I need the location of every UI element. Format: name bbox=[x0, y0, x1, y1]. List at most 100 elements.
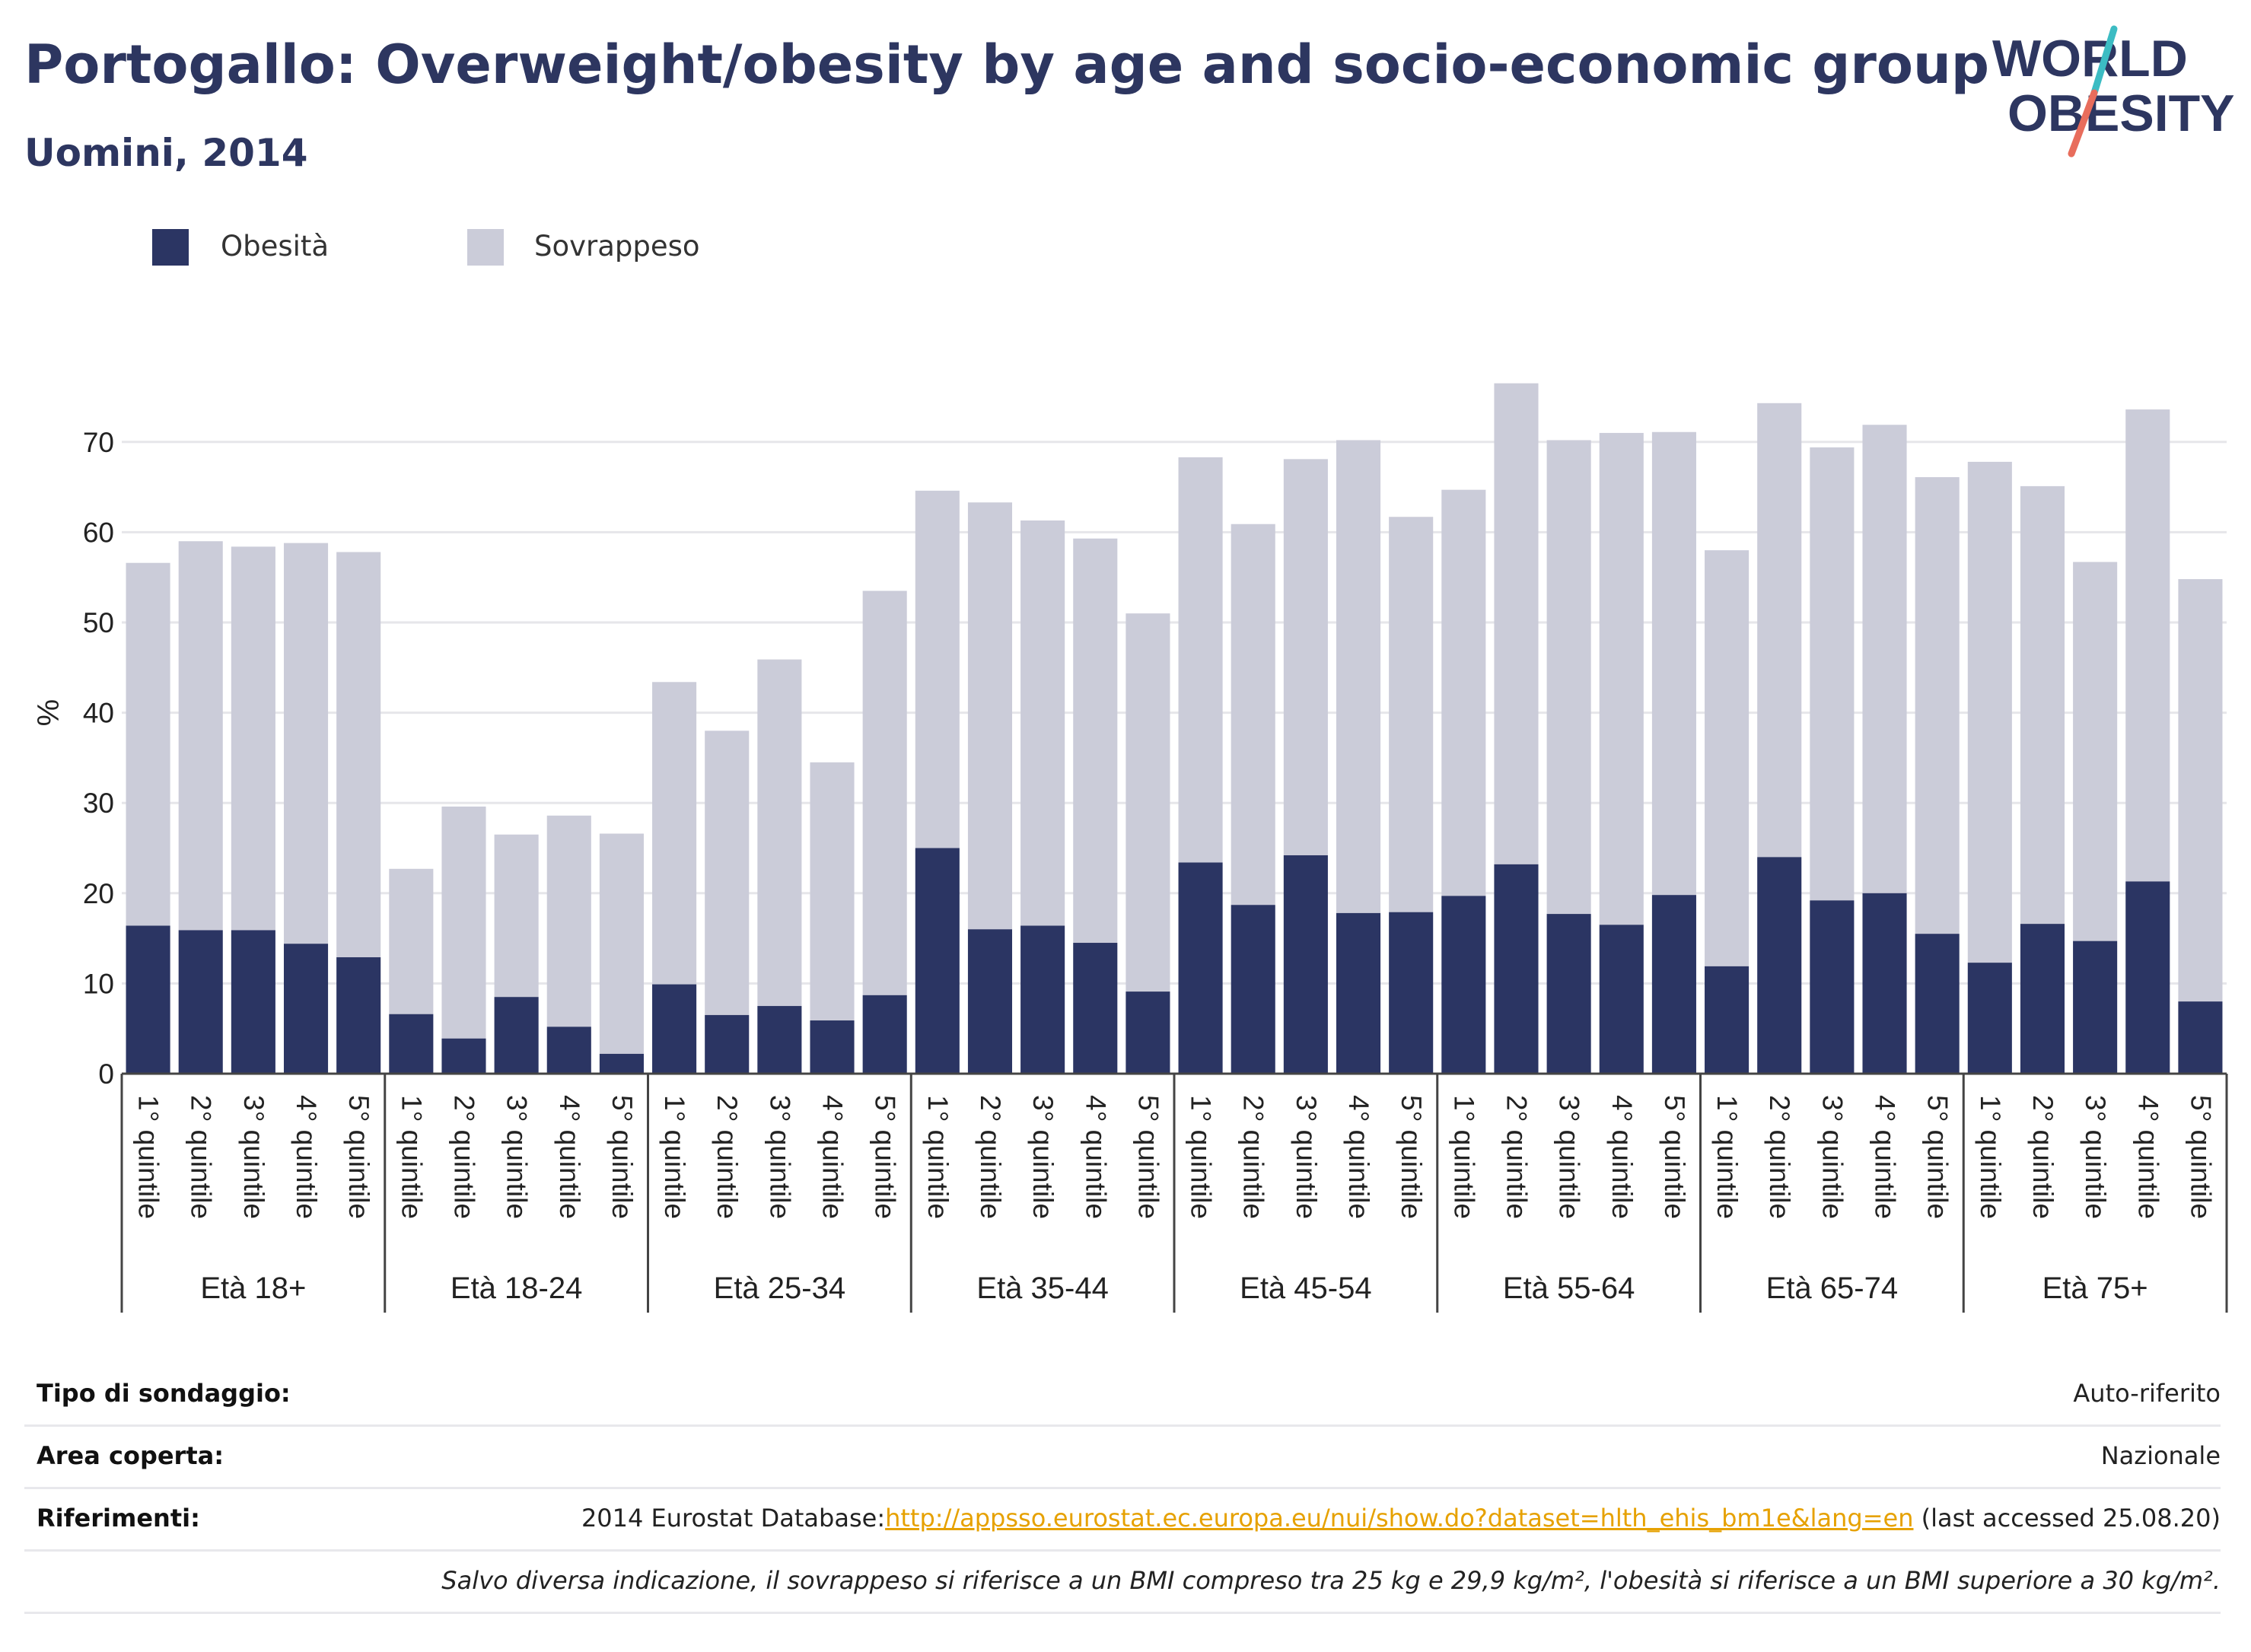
bar-obesity bbox=[2020, 924, 2065, 1074]
x-tick-label: 1° quintile bbox=[396, 1095, 427, 1219]
group-label: Età 75+ bbox=[2042, 1272, 2148, 1305]
bar-obesity bbox=[1546, 914, 1591, 1074]
group-label: Età 45-54 bbox=[1240, 1272, 1371, 1305]
bar-obesity bbox=[1757, 857, 1802, 1074]
bar-overweight bbox=[1231, 524, 1275, 906]
bar-overweight bbox=[231, 546, 275, 931]
bar-obesity bbox=[1441, 896, 1486, 1074]
bar-obesity bbox=[2178, 1001, 2223, 1074]
x-tick-label: 3° quintile bbox=[1554, 1095, 1585, 1219]
survey-type-value: Auto-riferito bbox=[2073, 1379, 2221, 1408]
bar-overweight bbox=[336, 552, 381, 958]
x-tick-label: 2° quintile bbox=[712, 1095, 743, 1219]
bar-obesity bbox=[126, 925, 170, 1074]
bar-obesity bbox=[1178, 862, 1223, 1074]
bar-obesity bbox=[862, 995, 907, 1074]
bar-overweight bbox=[1757, 403, 1802, 858]
x-tick-label: 5° quintile bbox=[1659, 1095, 1690, 1219]
bmi-definition-note: Salvo diversa indicazione, il sovrappeso… bbox=[441, 1566, 2221, 1595]
y-tick-label: 0 bbox=[98, 1058, 114, 1090]
group-label: Età 65-74 bbox=[1766, 1272, 1898, 1305]
x-tick-label: 3° quintile bbox=[1816, 1095, 1848, 1219]
references-label: Riferimenti: bbox=[37, 1504, 200, 1533]
y-tick-label: 40 bbox=[83, 698, 114, 729]
bar-overweight bbox=[389, 868, 434, 1014]
x-tick-label: 1° quintile bbox=[1448, 1095, 1479, 1219]
x-tick-label: 1° quintile bbox=[1975, 1095, 2006, 1219]
bar-obesity bbox=[1915, 934, 1960, 1074]
bar-obesity bbox=[1336, 912, 1381, 1074]
y-tick-label: 20 bbox=[83, 878, 114, 909]
group-label: Età 55-64 bbox=[1503, 1272, 1635, 1305]
x-tick-label: 4° quintile bbox=[554, 1095, 585, 1219]
bar-obesity bbox=[1705, 966, 1750, 1074]
x-tick-label: 5° quintile bbox=[343, 1095, 374, 1219]
y-tick-label: 10 bbox=[83, 968, 114, 999]
bar-overweight bbox=[810, 762, 855, 1021]
x-tick-label: 4° quintile bbox=[1080, 1095, 1111, 1219]
bar-overweight bbox=[1389, 517, 1434, 912]
bar-overweight bbox=[2073, 562, 2118, 941]
x-tick-label: 1° quintile bbox=[659, 1095, 690, 1219]
survey-type-label: Tipo di sondaggio: bbox=[37, 1379, 291, 1408]
bar-obesity bbox=[494, 997, 539, 1074]
bar-overweight bbox=[1283, 459, 1328, 855]
references-suffix: (last accessed 25.08.20) bbox=[1913, 1504, 2221, 1533]
logo-word-world: WORLD bbox=[1992, 30, 2188, 88]
bar-overweight bbox=[1441, 489, 1486, 896]
bar-obesity bbox=[2125, 881, 2170, 1074]
x-tick-label: 2° quintile bbox=[1764, 1095, 1795, 1219]
chart-title: Portogallo: Overweight/obesity by age an… bbox=[24, 33, 1989, 96]
bar-overweight bbox=[705, 731, 750, 1015]
bar-obesity bbox=[2073, 941, 2118, 1074]
bar-overweight bbox=[757, 659, 802, 1007]
bar-overweight bbox=[1126, 613, 1170, 992]
references-link[interactable]: http://appsso.eurostat.ec.europa.eu/nui/… bbox=[885, 1504, 1914, 1533]
bar-overweight bbox=[1336, 440, 1381, 913]
bar-overweight bbox=[1651, 431, 1696, 896]
logo-slash-teal bbox=[2090, 25, 2118, 97]
bar-obesity bbox=[178, 930, 223, 1074]
bar-overweight bbox=[915, 490, 960, 848]
bar-overweight bbox=[862, 590, 907, 995]
bar-overweight bbox=[967, 502, 1013, 930]
x-tick-label: 5° quintile bbox=[1396, 1095, 1427, 1219]
bar-overweight bbox=[599, 833, 644, 1054]
bar-obesity bbox=[1862, 893, 1907, 1074]
bar-obesity bbox=[810, 1020, 855, 1074]
y-tick-label: 50 bbox=[83, 607, 114, 638]
bar-obesity bbox=[1599, 925, 1644, 1074]
bar-overweight bbox=[546, 815, 591, 1027]
bar-overweight bbox=[1020, 520, 1065, 926]
bar-obesity bbox=[546, 1027, 591, 1074]
bar-obesity bbox=[441, 1038, 486, 1074]
bar-overweight bbox=[441, 806, 486, 1039]
x-tick-label: 2° quintile bbox=[1238, 1095, 1269, 1219]
x-tick-label: 3° quintile bbox=[238, 1095, 269, 1219]
bar-overweight bbox=[1810, 447, 1855, 901]
bar-obesity bbox=[336, 957, 381, 1074]
bar-obesity bbox=[1126, 992, 1170, 1074]
x-tick-label: 4° quintile bbox=[2132, 1095, 2163, 1219]
legend-swatch-overweight bbox=[467, 229, 504, 266]
group-label: Età 18+ bbox=[200, 1272, 306, 1305]
bar-overweight bbox=[2178, 579, 2223, 1002]
bar-obesity bbox=[599, 1053, 644, 1074]
legend-swatch-obesity bbox=[152, 229, 189, 266]
info-row-note: Salvo diversa indicazione, il sovrappeso… bbox=[24, 1549, 2221, 1614]
area-value: Nazionale bbox=[2100, 1441, 2221, 1470]
bar-overweight bbox=[178, 541, 223, 931]
bar-obesity bbox=[231, 930, 275, 1074]
y-tick-label: 70 bbox=[83, 427, 114, 458]
bar-obesity bbox=[1494, 864, 1539, 1074]
x-tick-label: 2° quintile bbox=[186, 1095, 217, 1219]
x-tick-label: 3° quintile bbox=[1027, 1095, 1059, 1219]
bar-overweight bbox=[1967, 461, 2012, 963]
bar-obesity bbox=[1389, 912, 1434, 1074]
x-tick-label: 4° quintile bbox=[1870, 1095, 1901, 1219]
bar-overweight bbox=[1178, 457, 1223, 863]
bar-obesity bbox=[1231, 905, 1275, 1074]
bar-obesity bbox=[915, 848, 960, 1074]
bar-overweight bbox=[2125, 409, 2170, 882]
x-tick-label: 1° quintile bbox=[1186, 1095, 1217, 1219]
